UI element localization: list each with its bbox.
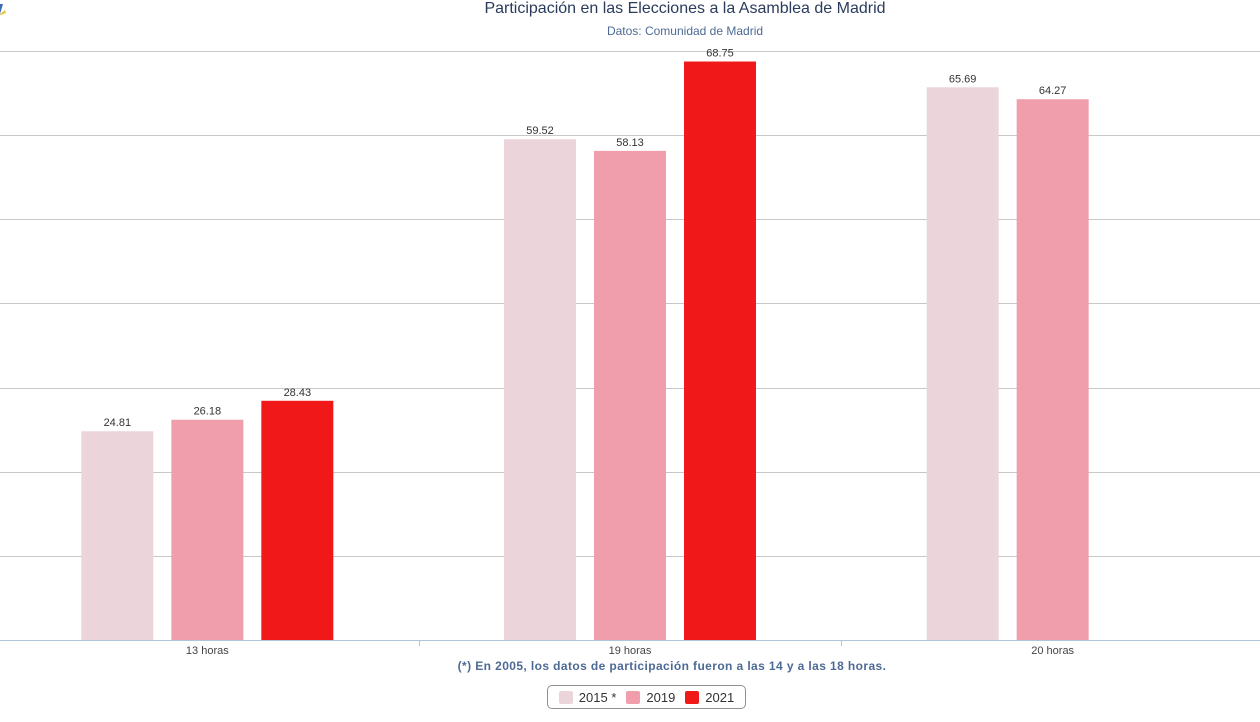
- data-label: 65.69: [949, 73, 977, 85]
- data-label: 26.18: [194, 406, 222, 418]
- bar[interactable]: [594, 150, 666, 641]
- bar[interactable]: [171, 419, 244, 640]
- legend: 2015 * 2019 2021: [547, 685, 746, 709]
- legend-swatch-2019: [626, 690, 641, 704]
- bar[interactable]: [1016, 99, 1089, 640]
- legend-label-2019: 2019: [646, 689, 676, 705]
- x-tick-label: 20 horas: [1031, 645, 1074, 657]
- bar[interactable]: [684, 61, 756, 640]
- footnote: (*) En 2005, los datos de participación …: [457, 659, 887, 673]
- legend-label-2015: 2015 *: [578, 689, 617, 705]
- chart-title: Participación en las Elecciones a la Asa…: [484, 0, 886, 17]
- x-axis: 13 horas 19 horas 20 horas: [0, 640, 1260, 657]
- data-label: 68.75: [706, 48, 734, 60]
- chart-subtitle: Datos: Comunidad de Madrid: [606, 24, 764, 38]
- bar[interactable]: [926, 87, 999, 641]
- data-label: 24.81: [104, 417, 132, 429]
- data-label: 58.13: [616, 137, 644, 149]
- bar[interactable]: [504, 139, 576, 641]
- legend-label-2021: 2021: [705, 689, 735, 705]
- data-labels: 24.81 26.18 28.43 59.52 58.13 68.75 65.69 64.27: [104, 48, 1067, 430]
- legend-item-2015[interactable]: 2015 *: [558, 689, 617, 705]
- legend-swatch-2015: [558, 690, 573, 704]
- data-label: 64.27: [1039, 85, 1067, 97]
- legend-item-2021[interactable]: 2021: [685, 690, 734, 705]
- logo-icon: [0, 4, 6, 16]
- bar[interactable]: [81, 431, 154, 640]
- bars: [81, 61, 1089, 641]
- legend-item-2019[interactable]: 2019: [626, 690, 675, 705]
- bar[interactable]: [261, 400, 334, 640]
- data-label: 28.43: [284, 387, 312, 399]
- legend-swatch-2021: [685, 690, 700, 704]
- x-tick-label: 13 horas: [186, 645, 229, 657]
- x-tick-label: 19 horas: [609, 645, 652, 657]
- data-label: 59.52: [526, 125, 554, 137]
